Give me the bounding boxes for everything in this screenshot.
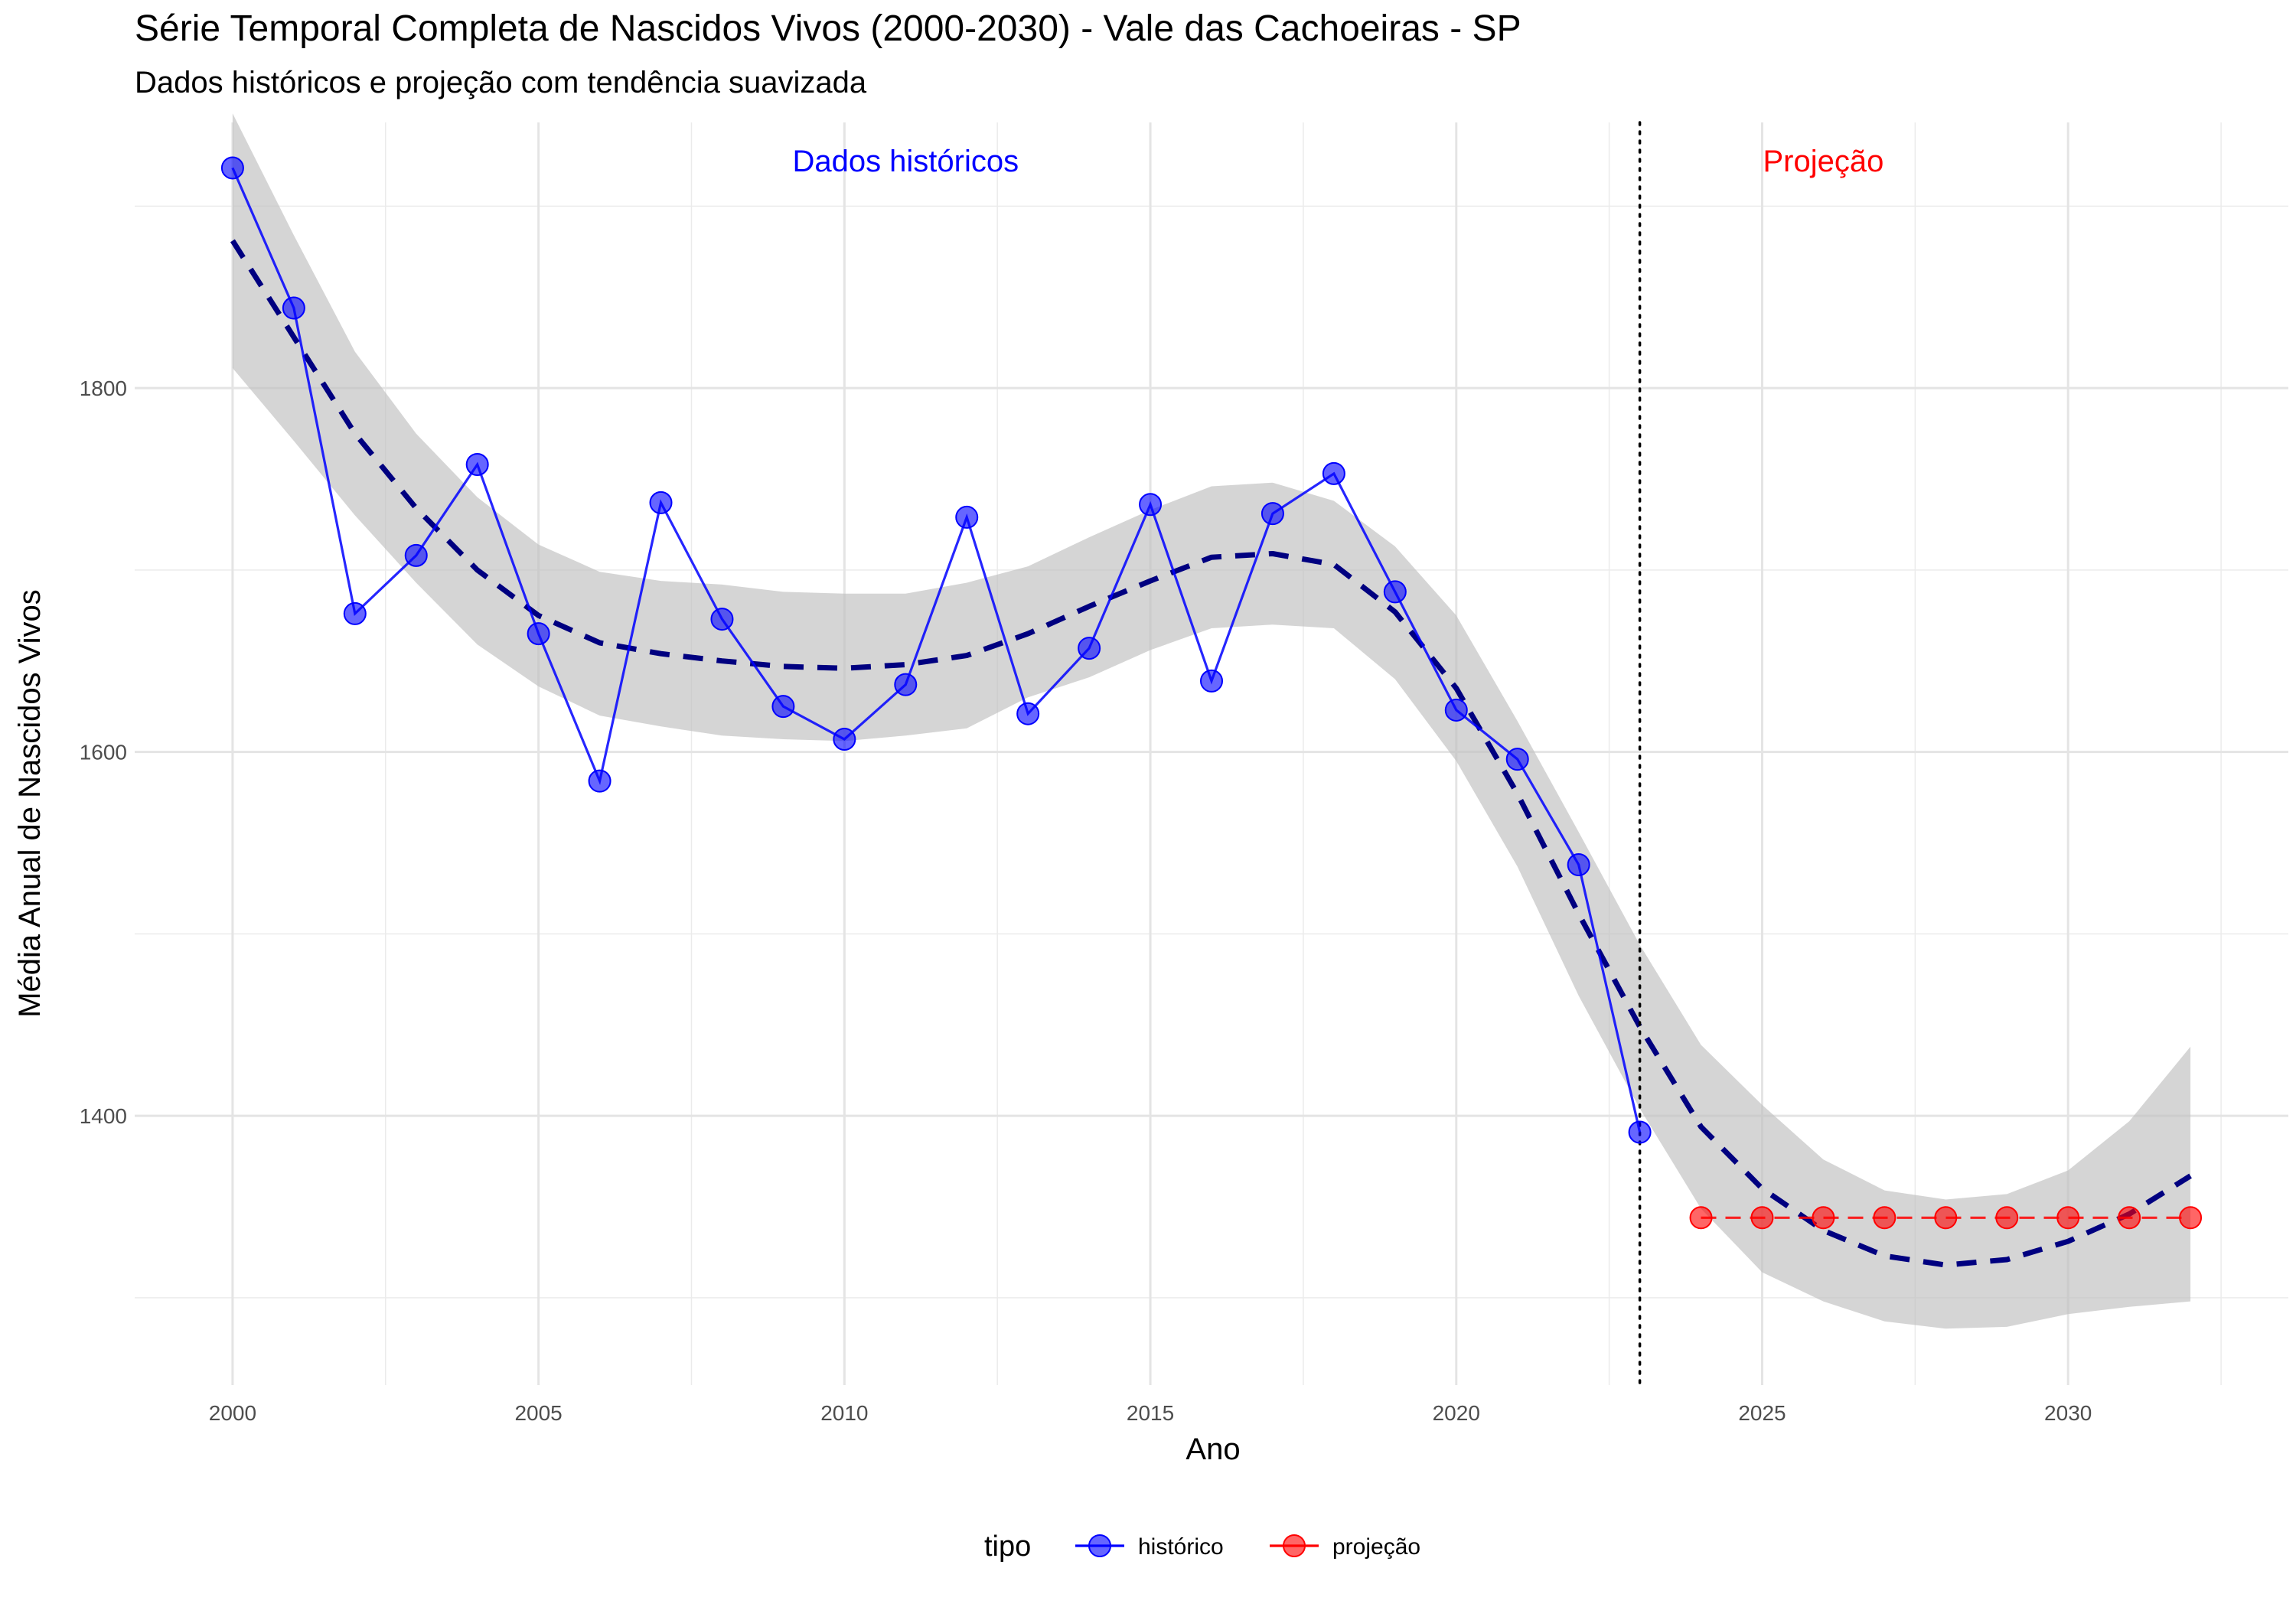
chart-subtitle: Dados históricos e projeção com tendênci…	[135, 66, 867, 99]
band-layer	[232, 113, 2191, 1329]
series-line	[231, 167, 1642, 1133]
legend-key-point	[1283, 1534, 1306, 1557]
data-point	[1078, 637, 1101, 660]
legend-item: projeção	[1270, 1534, 1420, 1560]
x-tick-label: 2015	[1127, 1401, 1174, 1425]
tick-layer: 2000 2005 2010 2015 2020 2025 2030 1400 1600 1800	[80, 376, 2092, 1425]
data-point	[649, 491, 673, 514]
data-point	[710, 608, 734, 631]
y-tick-label: 1600	[80, 741, 127, 764]
trend-line	[230, 239, 2192, 1268]
data-point	[2118, 1206, 2141, 1230]
data-point	[1567, 853, 1590, 877]
data-point	[955, 505, 979, 529]
annotation-layer: Dados históricos Projeção	[792, 145, 1883, 178]
data-point	[404, 543, 428, 567]
legend-title: tipo	[984, 1530, 1031, 1563]
legend-item: histórico	[1075, 1534, 1224, 1560]
data-point	[1016, 702, 1040, 725]
data-point	[1383, 580, 1407, 604]
data-point	[1261, 502, 1284, 526]
x-tick-label: 2020	[1433, 1401, 1480, 1425]
data-point	[1200, 669, 1223, 693]
data-point	[2056, 1206, 2080, 1230]
grid-layer	[135, 122, 2288, 1385]
annotation-label: Projeção	[1763, 145, 1883, 178]
data-point	[465, 452, 489, 476]
data-point	[1873, 1206, 1896, 1230]
annotation-label: Dados históricos	[792, 145, 1019, 178]
y-tick-label: 1400	[80, 1104, 127, 1128]
series-layer	[220, 156, 2203, 1230]
y-tick-label: 1800	[80, 376, 127, 400]
smooth-layer	[230, 239, 2192, 1268]
data-point	[771, 695, 795, 719]
series-projecao	[1689, 1206, 2203, 1230]
series-historico	[220, 156, 1652, 1144]
data-point	[220, 156, 244, 180]
legend-label: projeção	[1332, 1534, 1420, 1560]
data-point	[1322, 461, 1345, 485]
x-tick-label: 2010	[820, 1401, 868, 1425]
data-point	[588, 769, 612, 793]
legend-key-point	[1088, 1534, 1111, 1557]
data-point	[2179, 1206, 2203, 1230]
data-point	[1139, 493, 1163, 517]
legend: tipo histórico projeção	[984, 1530, 1420, 1563]
confidence-band	[232, 113, 2191, 1329]
data-point	[833, 727, 856, 751]
data-point	[1444, 698, 1468, 722]
chart-title: Série Temporal Completa de Nascidos Vivo…	[135, 8, 1521, 49]
x-tick-label: 2005	[514, 1401, 562, 1425]
x-axis-title: Ano	[1186, 1433, 1240, 1466]
x-tick-label: 2000	[209, 1401, 256, 1425]
legend-label: histórico	[1138, 1534, 1224, 1560]
data-point	[343, 601, 367, 625]
data-point	[1689, 1206, 1713, 1230]
data-point	[1934, 1206, 1958, 1230]
data-point	[894, 673, 918, 696]
x-tick-label: 2025	[1738, 1401, 1786, 1425]
data-point	[282, 296, 305, 320]
y-axis-title: Média Anual de Nascidos Vivos	[13, 589, 47, 1018]
data-point	[1812, 1206, 1835, 1230]
data-point	[1505, 748, 1529, 771]
x-tick-label: 2030	[2044, 1401, 2092, 1425]
data-point	[1750, 1206, 1774, 1230]
data-point	[1628, 1120, 1652, 1144]
data-point	[527, 622, 550, 646]
data-point	[1995, 1206, 2019, 1230]
